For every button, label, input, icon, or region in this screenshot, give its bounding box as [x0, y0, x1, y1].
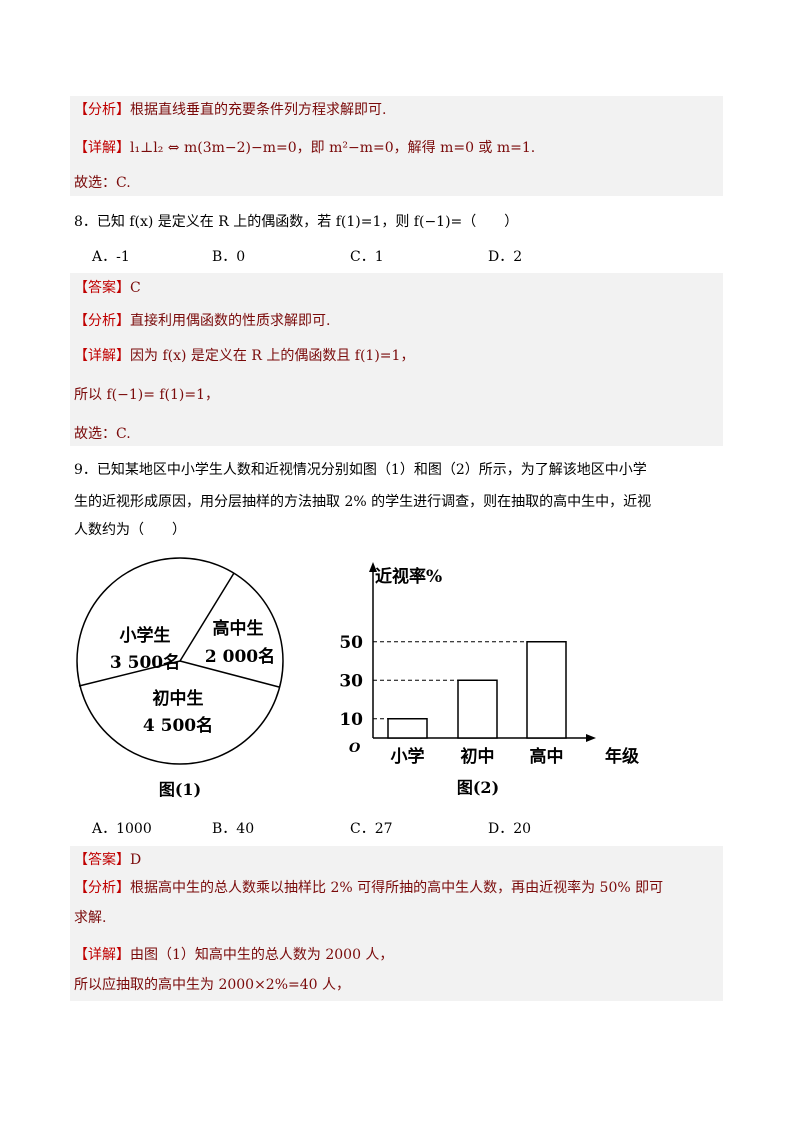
q9-analysis: 【分析】根据高中生的总人数乘以抽样比 2% 可得所抽的高中生人数，再由近视率为 … [74, 879, 663, 897]
x-tick-label: 小学 [391, 746, 425, 767]
q9-option-a: A．1000 [92, 821, 152, 837]
slice-label: 初中生 [153, 688, 204, 709]
origin-label: O [349, 741, 361, 756]
q9-option-c: C．27 [350, 821, 393, 837]
slice-count: 2 000名 [205, 646, 275, 667]
answer-text: D [130, 852, 142, 868]
q7-solution-box [70, 96, 723, 196]
analysis-text: 根据高中生的总人数乘以抽样比 2% 可得所抽的高中生人数，再由近视率为 50% … [130, 880, 664, 896]
detail-text: 由图（1）知高中生的总人数为 2000 人， [130, 947, 394, 963]
analysis-tag: 【分析】 [74, 313, 130, 329]
analysis-text: 直接利用偶函数的性质求解即可. [130, 313, 331, 329]
q9-solution-box [70, 846, 723, 1001]
analysis-tag: 【分析】 [74, 880, 130, 896]
x-tick-label: 高中 [530, 746, 564, 767]
y-tick-label: 10 [339, 710, 363, 730]
q8-stem: 8．已知 f(x) 是定义在 R 上的偶函数，若 f(1)=1，则 f(−1)=… [74, 214, 519, 230]
answer-text: C [130, 280, 141, 296]
q8-choice: 故选：C. [74, 426, 131, 442]
q8-option-a: A．-1 [92, 249, 130, 265]
pie-divider [179, 572, 235, 662]
q7-analysis: 【分析】根据直线垂直的充要条件列方程求解即可. [74, 101, 386, 119]
q9-answer: 【答案】D [74, 851, 141, 869]
detail-text: 因为 f(x) 是定义在 R 上的偶函数且 f(1)=1， [130, 348, 415, 364]
q8-detail-2: 所以 f(−1)= f(1)=1， [74, 387, 220, 403]
q9-stem-line: 生的近视形成原因，用分层抽样的方法抽取 2% 的学生进行调查，则在抽取的高中生中… [74, 494, 652, 510]
q9-option-d: D．20 [488, 821, 532, 837]
figure2-caption: 图(2) [457, 778, 499, 797]
pie-divider [179, 660, 280, 688]
slice-label: 小学生 [120, 625, 171, 646]
q8-detail: 【详解】因为 f(x) 是定义在 R 上的偶函数且 f(1)=1， [74, 347, 414, 365]
x-axis-label: 年级 [605, 746, 639, 767]
q9-detail-2: 所以应抽取的高中生为 2000×2%=40 人， [74, 977, 351, 993]
bar-小学 [387, 718, 428, 739]
q9-analysis-2: 求解. [74, 910, 107, 926]
analysis-text: 根据直线垂直的充要条件列方程求解即可. [130, 102, 387, 118]
pie-chart: 小学生 3 500名 高中生 2 000名 初中生 4 500名 图(1) [76, 557, 284, 799]
analysis-tag: 【分析】 [74, 102, 130, 118]
pie-divider [78, 660, 181, 687]
q9-stem-line: 9．已知某地区中小学生人数和近视情况分别如图（1）和图（2）所示，为了解该地区中… [74, 462, 647, 478]
answer-tag: 【答案】 [74, 280, 130, 296]
q9-stem-line: 人数约为（ ） [74, 522, 186, 538]
detail-tag: 【详解】 [74, 947, 130, 963]
q8-answer: 【答案】C [74, 279, 141, 297]
x-axis-arrow [586, 734, 596, 742]
x-tick-label: 初中 [461, 746, 495, 767]
y-tick-label: 50 [339, 633, 363, 653]
y-tick-label: 30 [339, 671, 363, 691]
y-axis-label: 近视率% [375, 566, 442, 587]
q9-detail: 【详解】由图（1）知高中生的总人数为 2000 人， [74, 946, 393, 964]
q8-option-c: C．1 [350, 249, 384, 265]
q7-choice: 故选：C. [74, 175, 131, 191]
q9-figures: 小学生 3 500名 高中生 2 000名 初中生 4 500名 图(1) 近视… [76, 557, 639, 799]
y-axis-arrow [369, 562, 377, 572]
q8-analysis: 【分析】直接利用偶函数的性质求解即可. [74, 312, 330, 330]
slice-count: 4 500名 [143, 715, 213, 736]
detail-text: l₁⊥l₂ ⇔ m(3m−2)−m=0，即 m²−m=0，解得 m=0 或 m=… [130, 140, 536, 156]
detail-tag: 【详解】 [74, 348, 130, 364]
bar-高中 [526, 641, 567, 739]
q8-option-d: D．2 [488, 249, 523, 265]
figure1-caption: 图(1) [159, 780, 201, 799]
q9-option-b: B．40 [212, 821, 255, 837]
q7-detail: 【详解】l₁⊥l₂ ⇔ m(3m−2)−m=0，即 m²−m=0，解得 m=0 … [74, 139, 535, 157]
slice-label: 高中生 [213, 618, 264, 639]
q8-option-b: B．0 [212, 249, 246, 265]
bar-chart: 近视率% 年级 O 图(2) 小学 10 初中 30 高中 50 [339, 562, 639, 797]
answer-tag: 【答案】 [74, 852, 130, 868]
pie-outline [76, 557, 284, 765]
bar-初中 [457, 679, 498, 739]
detail-tag: 【详解】 [74, 140, 130, 156]
slice-count: 3 500名 [110, 652, 180, 673]
q8-solution-box [70, 273, 723, 446]
